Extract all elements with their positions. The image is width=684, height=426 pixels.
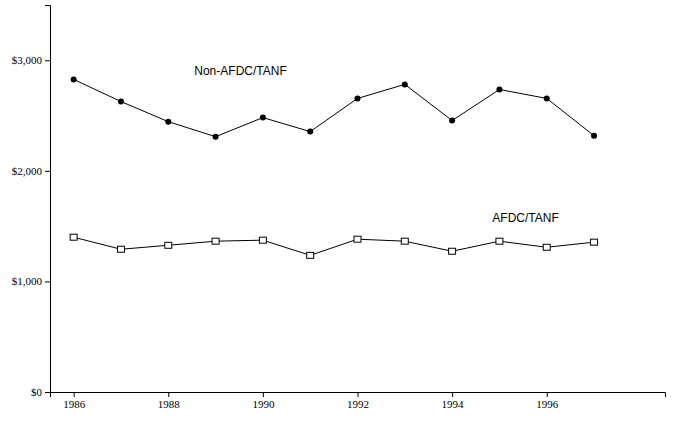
x-tick: 1986 [63,392,86,410]
y-tick-label: $2,000 [12,165,43,177]
y-tick-mark [45,281,50,282]
x-tick: 1990 [252,392,275,410]
series-marker [591,239,598,245]
series-group [70,76,597,258]
series-line [74,79,594,136]
x-tick-mark [547,392,548,397]
y-tick: $3,000 [12,54,50,66]
y-tick-label: $1,000 [12,275,43,287]
y-tick-mark [45,60,50,61]
x-tick-label: 1990 [252,398,275,410]
series-line [74,237,594,255]
x-tick-mark [168,392,169,397]
series-marker [307,252,314,258]
y-tick-mark [45,171,50,172]
x-tick: 1996 [536,392,559,410]
series-marker [449,248,456,254]
series-label: Non-AFDC/TANF [194,64,286,78]
y-axis-line [45,6,51,393]
x-tick-label: 1988 [158,398,181,410]
series-marker [70,234,77,240]
chart: $0 $1,000 $2,000 $3,000 1986 1988 1990 1992 1994… [0,0,684,426]
series-marker [260,115,266,121]
series-marker [213,134,219,140]
series-marker [307,129,313,135]
y-tick: $0 [31,386,50,398]
y-tick-mark [45,392,50,393]
x-tick-mark [263,392,264,397]
plot-area: $0 $1,000 $2,000 $3,000 1986 1988 1990 1992 1994… [12,6,666,410]
y-tick: $2,000 [12,165,50,177]
series-marker [496,238,503,244]
y-tick: $1,000 [12,275,50,287]
series-marker [165,242,172,248]
x-tick: 1988 [158,392,181,410]
series-marker [71,76,77,82]
series-marker [591,133,597,139]
series-marker [544,95,550,101]
series-marker [118,99,124,105]
x-tick: 1992 [347,392,369,410]
series-marker [496,86,502,92]
x-tick-label: 1986 [63,398,86,410]
x-tick-label: 1996 [536,398,559,410]
series-marker [117,246,124,252]
y-tick-label: $0 [31,386,43,398]
series-marker [354,236,361,242]
y-axis: $0 $1,000 $2,000 $3,000 [12,6,51,399]
series-marker [401,238,408,244]
y-tick-label: $3,000 [12,54,43,66]
series-label: AFDC/TANF [492,211,558,225]
x-tick: 1994 [442,392,465,410]
series-marker [355,95,361,101]
x-axis: 1986 1988 1990 1992 1994 1996 [51,392,666,410]
x-tick-mark [74,392,75,397]
series-marker [402,81,408,87]
series-marker [543,244,550,250]
series-marker [212,238,219,244]
x-axis-line [51,393,666,398]
x-tick-mark [358,392,359,397]
series-marker [259,237,266,243]
x-tick-label: 1992 [347,398,369,410]
x-tick-label: 1994 [442,398,465,410]
series-marker [165,119,171,125]
x-tick-mark [452,392,453,397]
series-marker [449,118,455,124]
